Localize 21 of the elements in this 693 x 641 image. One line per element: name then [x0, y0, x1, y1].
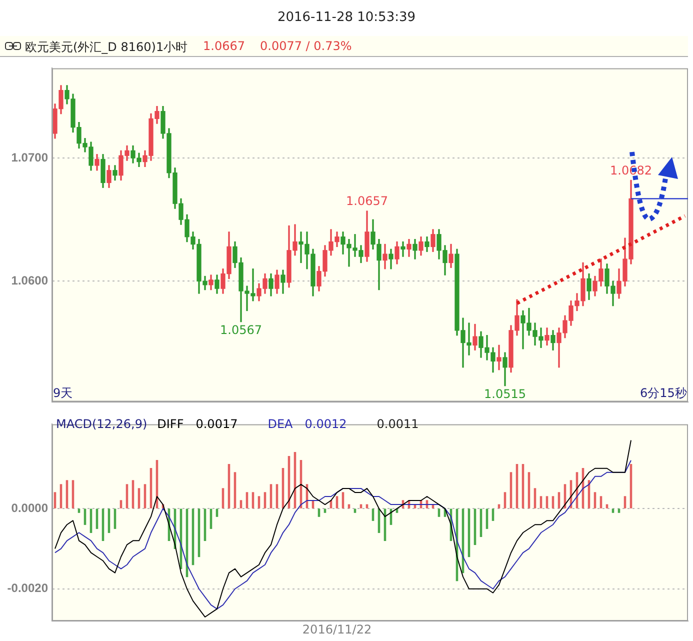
annotation: 0.0017	[196, 417, 238, 431]
y-tick-label: -0.0020	[7, 581, 48, 596]
text: DIFF	[157, 417, 184, 431]
y-tick-label: 0.0000	[11, 500, 48, 515]
annotation: 6分15秒	[640, 384, 687, 402]
text: DEA	[268, 417, 293, 431]
annotation: 1.0567	[220, 322, 262, 337]
annotation: 1.0682	[610, 163, 652, 178]
annotation: 9天	[53, 384, 73, 402]
annotation: 0.0011	[376, 417, 419, 431]
annotation: 0.0012	[304, 417, 347, 431]
y-tick-label: 1.0700	[11, 150, 48, 164]
annotation: 1.0515	[484, 386, 526, 401]
y-tick-label: 1.0600	[11, 273, 48, 288]
text: 0.0077 / 0.73%	[260, 39, 352, 53]
annotation: 1.0657	[346, 194, 388, 208]
x-tick-label: 2016/11/22	[302, 622, 372, 636]
text: 1.0667	[203, 39, 245, 53]
chart-title: 2016-11-28 10:53:39	[276, 10, 417, 25]
chart-subtitle: 欧元美元(外汇_D 8160)1小时	[25, 39, 188, 56]
chart-title: MACD(12,26,9)	[56, 417, 148, 431]
